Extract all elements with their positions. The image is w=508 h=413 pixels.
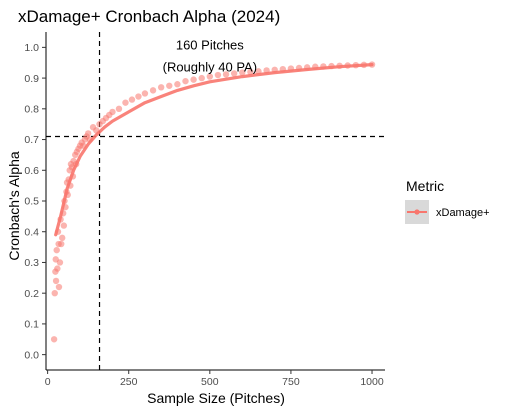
x-axis-title: Sample Size (Pitches) <box>147 390 285 406</box>
y-tick-label: 0.4 <box>24 226 39 238</box>
y-tick-label: 0.1 <box>24 319 39 331</box>
trend-line <box>54 62 374 237</box>
data-point <box>58 240 65 248</box>
annotation: 160 Pitches (Roughly 40 PA) <box>163 37 257 74</box>
data-point <box>214 71 222 79</box>
y-tick-label: 0.7 <box>24 134 39 146</box>
y-tick-label: 0.8 <box>24 104 39 116</box>
plot-panel: 160 Pitches (Roughly 40 PA) <box>46 32 385 370</box>
y-tick-label: 0.3 <box>24 257 39 269</box>
data-point <box>52 277 60 285</box>
data-point <box>59 234 66 242</box>
legend-key-point <box>414 209 420 215</box>
legend: Metric xDamage+ <box>405 178 490 224</box>
data-point <box>247 68 254 76</box>
reference-lines <box>46 32 385 370</box>
data-point <box>60 222 68 229</box>
x-tick-label: 750 <box>282 376 300 388</box>
data-point <box>109 108 116 116</box>
data-point <box>51 289 58 297</box>
data-point <box>149 87 157 94</box>
x-ticks: 0 250 500 750 1000 <box>45 370 384 388</box>
data-point <box>128 96 136 103</box>
data-point <box>54 265 61 272</box>
data-point <box>206 73 214 80</box>
data-point <box>84 130 92 137</box>
y-tick-label: 0.5 <box>24 196 39 208</box>
y-tick-label: 0.9 <box>24 73 39 85</box>
y-tick-label: 0.0 <box>24 349 39 361</box>
data-point <box>198 74 205 82</box>
data-point <box>122 99 129 106</box>
x-tick-label: 250 <box>120 376 138 388</box>
data-point <box>50 336 58 343</box>
data-point <box>182 77 189 85</box>
axes: 0 250 500 750 1000 0.00.10.20.30.40.50.60.70… <box>24 32 385 388</box>
data-point <box>230 70 238 77</box>
x-tick-label: 500 <box>201 376 219 388</box>
y-ticks: 0.0 0.1 0.2 0.3 0.4 0.5 0.6 0.7 0.8 0.9 1.0 <box>24 42 46 361</box>
legend-label-xdamage: xDamage+ <box>436 207 490 219</box>
data-point <box>135 93 142 100</box>
data-point <box>53 246 60 254</box>
data-point <box>166 82 173 89</box>
trend-line-group <box>54 62 374 237</box>
annotation-line-1: 160 Pitches <box>176 37 244 52</box>
chart-title: xDamage+ Cronbach Alpha (2024) <box>18 7 280 26</box>
data-point <box>239 69 246 76</box>
y-tick-label: 0.2 <box>24 288 39 300</box>
x-tick-label: 0 <box>45 376 51 388</box>
data-point <box>55 283 63 291</box>
y-tick-label: 1.0 <box>24 42 39 54</box>
data-point <box>115 105 123 113</box>
scatter-points <box>50 61 376 343</box>
legend-title: Metric <box>406 178 444 194</box>
data-point <box>222 71 230 78</box>
data-point <box>174 81 181 88</box>
annotation-line-2: (Roughly 40 PA) <box>163 59 257 74</box>
data-point <box>141 90 149 97</box>
x-tick-label: 1000 <box>360 376 384 388</box>
data-point <box>56 259 64 266</box>
data-point <box>157 84 165 91</box>
y-tick-label: 0.6 <box>24 165 39 177</box>
y-axis-title: Cronbach's Alpha <box>6 151 22 261</box>
data-point <box>190 76 197 83</box>
